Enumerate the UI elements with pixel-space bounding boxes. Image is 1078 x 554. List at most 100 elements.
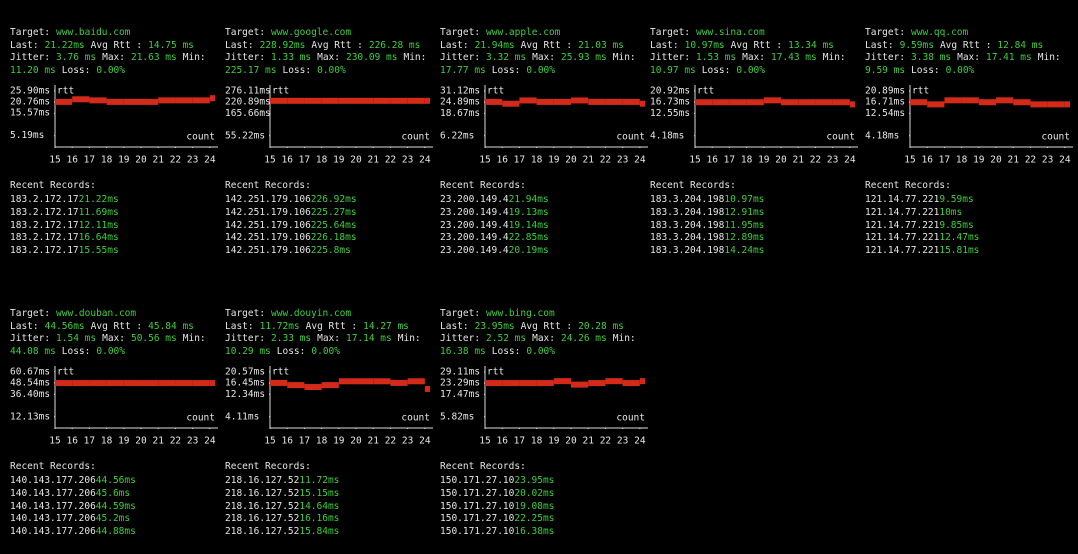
info-line: Last: 10.97ms Avg Rtt : 13.34 ms: [650, 40, 834, 52]
info-line: Target: www.douban.com: [10, 308, 136, 320]
info-line: 11.20 ms Loss: 0.00%: [10, 65, 125, 77]
metric-value: www.qq.com: [911, 27, 969, 38]
metric-label: Target:: [440, 27, 481, 38]
y-tick-label: 12.54ms: [865, 108, 905, 119]
metric-label: Last:: [10, 320, 39, 332]
y-tick-label: 165.66ms: [225, 108, 271, 119]
info-line: 10.29 ms Loss: 0.00%: [225, 346, 340, 358]
rtt-step: [944, 97, 962, 104]
metric-label: 23.200.149.4: [440, 245, 509, 257]
x-tick-label: 21: [367, 155, 379, 166]
x-tick-label: 17: [724, 155, 735, 166]
info-line: 121.14.77.22115.81ms: [865, 245, 979, 257]
metric-value: 44.08 ms: [10, 345, 56, 357]
rtt-step: [175, 380, 193, 387]
x-tick-label: 19: [333, 436, 345, 447]
info-line: 150.171.27.1019.08ms: [440, 501, 554, 513]
metric-label: Max:: [742, 52, 765, 63]
metric-label: Jitter:: [10, 333, 51, 344]
metric-label: 218.16.127.52: [225, 526, 300, 538]
metric-value: 20.02ms: [514, 487, 555, 499]
x-tick-label: 22: [600, 436, 611, 447]
info-line: 23.200.149.420.19ms: [440, 245, 549, 257]
rtt-step: [106, 98, 124, 105]
metric-label: Avg Rtt :: [90, 39, 143, 51]
metric-label: 183.2.172.17: [10, 232, 79, 244]
x-tick-label: 16: [496, 436, 508, 447]
y-tick-label: 220.89ms: [225, 97, 271, 108]
metric-value: 0.00%: [96, 345, 125, 357]
x-tick-label: 16: [921, 155, 933, 166]
rtt-step: [927, 101, 945, 108]
x-tick-label: 18: [316, 155, 328, 166]
metric-label: 142.251.179.106: [225, 219, 311, 231]
metric-value: 11.72ms: [299, 475, 340, 486]
info-line: 183.3.204.19814.24ms: [650, 245, 764, 257]
rtt-step: [123, 98, 142, 105]
info-line: 142.251.179.106225.8ms: [225, 245, 351, 257]
rtt-step: [89, 380, 107, 387]
info-line: Last: 21.22ms Avg Rtt : 14.75 ms: [10, 40, 194, 52]
metric-label: Jitter:: [440, 333, 481, 344]
rtt-step: [304, 384, 322, 391]
metric-value: 45.84 ms: [148, 320, 194, 332]
rtt-step: [407, 97, 425, 104]
info-line: Jitter: 1.54 ms Max: 50.56 ms Min:: [10, 333, 206, 345]
metric-value: 0.00%: [526, 64, 555, 76]
metric-label: Last:: [225, 39, 254, 51]
info-line: 225.17 ms Loss: 0.00%: [225, 65, 346, 77]
metric-label: Loss:: [701, 64, 731, 76]
y-tick-label: 31.12ms: [440, 85, 480, 96]
x-tick-label: 16: [281, 436, 293, 447]
info-line: 183.2.172.1721.22ms: [10, 194, 119, 206]
metric-value: 10.97ms: [684, 39, 725, 51]
x-tick-label: 20: [565, 155, 577, 166]
x-tick-label: 19: [973, 155, 985, 166]
metric-label: Max:: [102, 52, 125, 63]
metric-label: Last:: [440, 320, 469, 332]
info-line: 183.2.172.1712.11ms: [10, 220, 119, 232]
rtt-step: [141, 98, 159, 105]
metric-label: 23.200.149.4: [440, 206, 509, 218]
y-tick-label: 15.57ms: [10, 108, 50, 119]
metric-label: Jitter:: [440, 52, 481, 63]
rtt-step: [373, 97, 391, 104]
rtt-step: [192, 380, 210, 387]
legend-label: rtt: [487, 367, 504, 378]
x-axis-label: count: [186, 132, 215, 143]
x-tick-label: 18: [101, 155, 113, 166]
x-tick-label: 19: [548, 155, 560, 166]
info-line: 183.3.204.19811.95ms: [650, 220, 764, 232]
x-tick-label: 24: [844, 155, 856, 166]
info-line: Last: 9.59ms Avg Rtt : 12.84 ms: [865, 40, 1043, 52]
info-line: Recent Records:: [865, 180, 951, 192]
info-line: 16.38 ms Loss: 0.00%: [440, 346, 555, 358]
rtt-step: [536, 98, 554, 105]
metric-value: 23.95ms: [514, 475, 555, 486]
metric-label: 150.171.27.10: [440, 487, 515, 499]
x-tick-label: 15: [479, 155, 490, 166]
metric-label: Recent Records:: [650, 180, 736, 191]
metric-label: 121.14.77.221: [865, 219, 940, 231]
info-line: Target: www.google.com: [225, 27, 351, 39]
metric-value: 10.29 ms: [225, 345, 271, 357]
metric-label: Target:: [10, 308, 51, 319]
rtt-step: [605, 98, 623, 105]
info-line: 23.200.149.422.85ms: [440, 232, 549, 244]
info-line: Recent Records:: [650, 180, 736, 192]
metric-label: 140.143.177.206: [10, 513, 96, 525]
metric-value: 50.56 ms: [130, 333, 177, 344]
metric-value: 225.17 ms: [225, 64, 277, 76]
rtt-step: [553, 378, 572, 385]
metric-value: 16.64ms: [78, 232, 119, 244]
metric-label: 183.2.172.17: [10, 219, 79, 231]
x-tick-label: 19: [118, 155, 130, 166]
metric-label: Recent Records:: [225, 461, 311, 472]
y-tick-label: 6.22ms: [440, 130, 474, 141]
metric-label: 121.14.77.221: [865, 206, 940, 218]
metric-label: Target:: [10, 27, 51, 38]
metric-label: Last:: [225, 320, 254, 332]
info-line: 183.3.204.19812.91ms: [650, 207, 764, 219]
